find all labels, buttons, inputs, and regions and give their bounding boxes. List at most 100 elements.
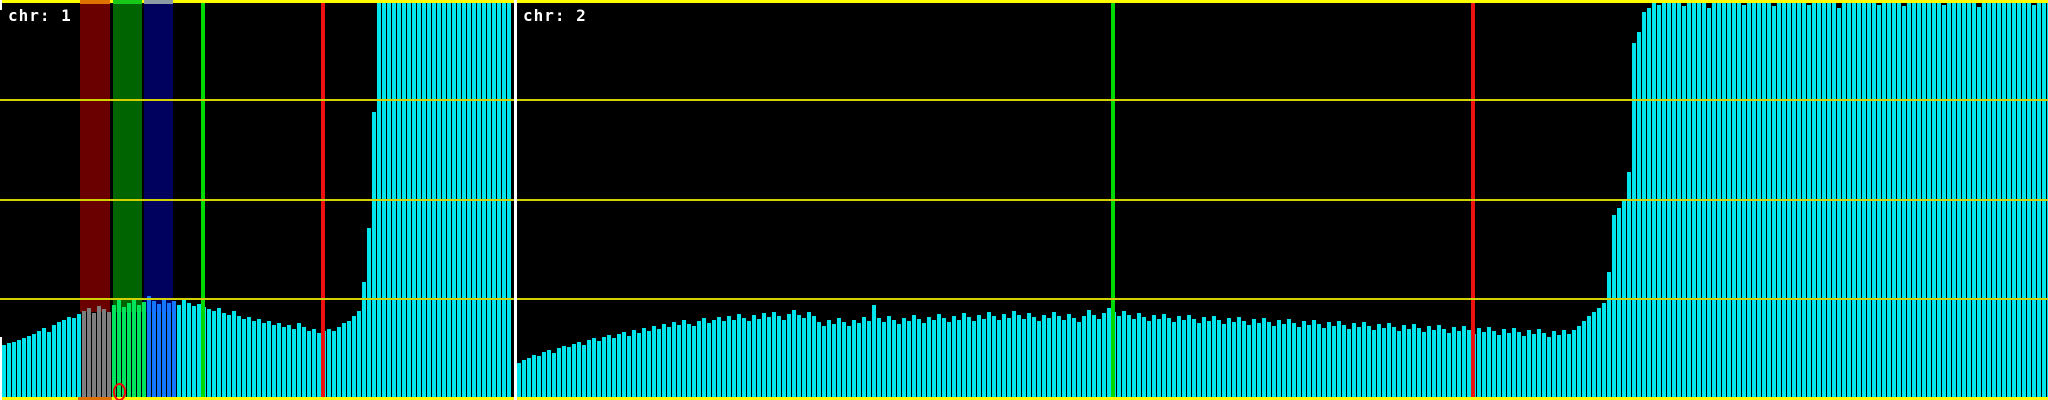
coverage-bar	[222, 313, 226, 400]
coverage-bar	[1652, 2, 1656, 400]
coverage-bar	[1412, 324, 1416, 400]
coverage-bar	[1072, 318, 1076, 400]
coverage-bar	[347, 321, 351, 400]
coverage-bar	[522, 360, 526, 400]
coverage-bar	[1352, 323, 1356, 400]
coverage-bar	[472, 2, 476, 400]
coverage-bar	[1627, 172, 1631, 400]
coverage-bar	[807, 312, 811, 400]
coverage-bar	[947, 322, 951, 400]
coverage-bar	[1142, 317, 1146, 400]
coverage-bar	[482, 2, 486, 400]
coverage-bar	[1327, 322, 1331, 400]
coverage-bar	[407, 2, 411, 400]
coverage-bar	[1732, 2, 1736, 400]
coverage-bar	[1857, 2, 1861, 400]
coverage-bar	[172, 301, 176, 400]
coverage-bar	[1867, 2, 1871, 400]
coverage-bar	[1152, 315, 1156, 400]
coverage-bar	[1772, 6, 1776, 400]
coverage-bar	[1852, 2, 1856, 400]
coverage-bar	[197, 304, 201, 400]
coverage-bar	[1847, 2, 1851, 400]
coverage-bar	[597, 341, 601, 400]
coverage-bar	[832, 324, 836, 400]
coverage-bar	[1032, 317, 1036, 400]
coverage-bar	[212, 311, 216, 400]
coverage-bar	[337, 327, 341, 400]
coverage-bar	[2017, 2, 2021, 400]
coverage-bar	[247, 317, 251, 400]
coverage-bar	[767, 317, 771, 400]
coverage-bar	[1172, 322, 1176, 400]
coverage-bar	[1957, 2, 1961, 400]
coverage-bar	[1862, 2, 1866, 400]
coverage-bar	[1782, 2, 1786, 400]
coverage-bar	[1442, 329, 1446, 400]
coverage-bar	[422, 2, 426, 400]
coverage-bar	[822, 326, 826, 400]
coverage-bar	[1447, 333, 1451, 400]
coverage-bar	[1492, 331, 1496, 400]
coverage-bar	[592, 338, 596, 400]
coverage-bar	[27, 336, 31, 400]
coverage-bar	[1872, 2, 1876, 400]
coverage-bar	[707, 323, 711, 400]
coverage-bar	[1157, 319, 1161, 400]
coverage-bar	[1257, 323, 1261, 400]
coverage-bar	[112, 305, 116, 400]
coverage-bar	[1637, 32, 1641, 400]
coverage-bar	[362, 282, 366, 400]
coverage-bar	[1792, 2, 1796, 400]
coverage-bar	[962, 313, 966, 400]
coverage-bar	[132, 298, 136, 400]
coverage-bar	[1737, 2, 1741, 400]
coverage-bar	[672, 322, 676, 400]
coverage-bar	[1802, 2, 1806, 400]
coverage-bar	[1317, 324, 1321, 400]
coverage-bar	[1657, 5, 1661, 400]
coverage-bar	[1752, 2, 1756, 400]
coverage-bar	[1192, 319, 1196, 400]
coverage-bar	[377, 2, 381, 400]
coverage-bar	[1012, 311, 1016, 400]
coverage-bar	[367, 228, 371, 400]
coverage-bar	[547, 350, 551, 400]
coverage-bar	[1312, 320, 1316, 400]
coverage-bar	[12, 342, 16, 400]
coverage-bar	[1567, 334, 1571, 400]
coverage-bar	[1587, 316, 1591, 400]
coverage-bar	[17, 340, 21, 400]
coverage-bar	[1127, 315, 1131, 400]
coverage-bar	[1242, 321, 1246, 400]
coverage-bar	[917, 319, 921, 400]
coverage-bar	[1747, 2, 1751, 400]
coverage-bar	[437, 2, 441, 400]
coverage-bar	[92, 313, 96, 400]
coverage-bar	[517, 363, 521, 400]
coverage-bar	[1342, 325, 1346, 400]
coverage-bar	[147, 296, 151, 400]
coverage-bar	[702, 318, 706, 400]
coverage-bar	[1822, 2, 1826, 400]
coverage-bar	[287, 325, 291, 400]
coverage-bar	[627, 336, 631, 400]
coverage-bar	[732, 320, 736, 400]
coverage-bar	[887, 316, 891, 400]
coverage-bar	[1052, 312, 1056, 400]
coverage-bar	[432, 2, 436, 400]
coverage-bar	[1387, 323, 1391, 400]
coverage-bar	[497, 2, 501, 400]
coverage-bar	[352, 316, 356, 400]
top-border	[0, 0, 2048, 3]
coverage-bar	[1712, 2, 1716, 400]
coverage-bar	[332, 331, 336, 400]
coverage-bar	[1597, 308, 1601, 400]
coverage-bar	[167, 303, 171, 400]
coverage-bar	[1647, 8, 1651, 400]
coverage-bar	[1252, 319, 1256, 400]
coverage-bar	[217, 308, 221, 400]
coverage-bar	[22, 338, 26, 400]
coverage-bar	[727, 316, 731, 400]
coverage-bar	[1977, 7, 1981, 400]
